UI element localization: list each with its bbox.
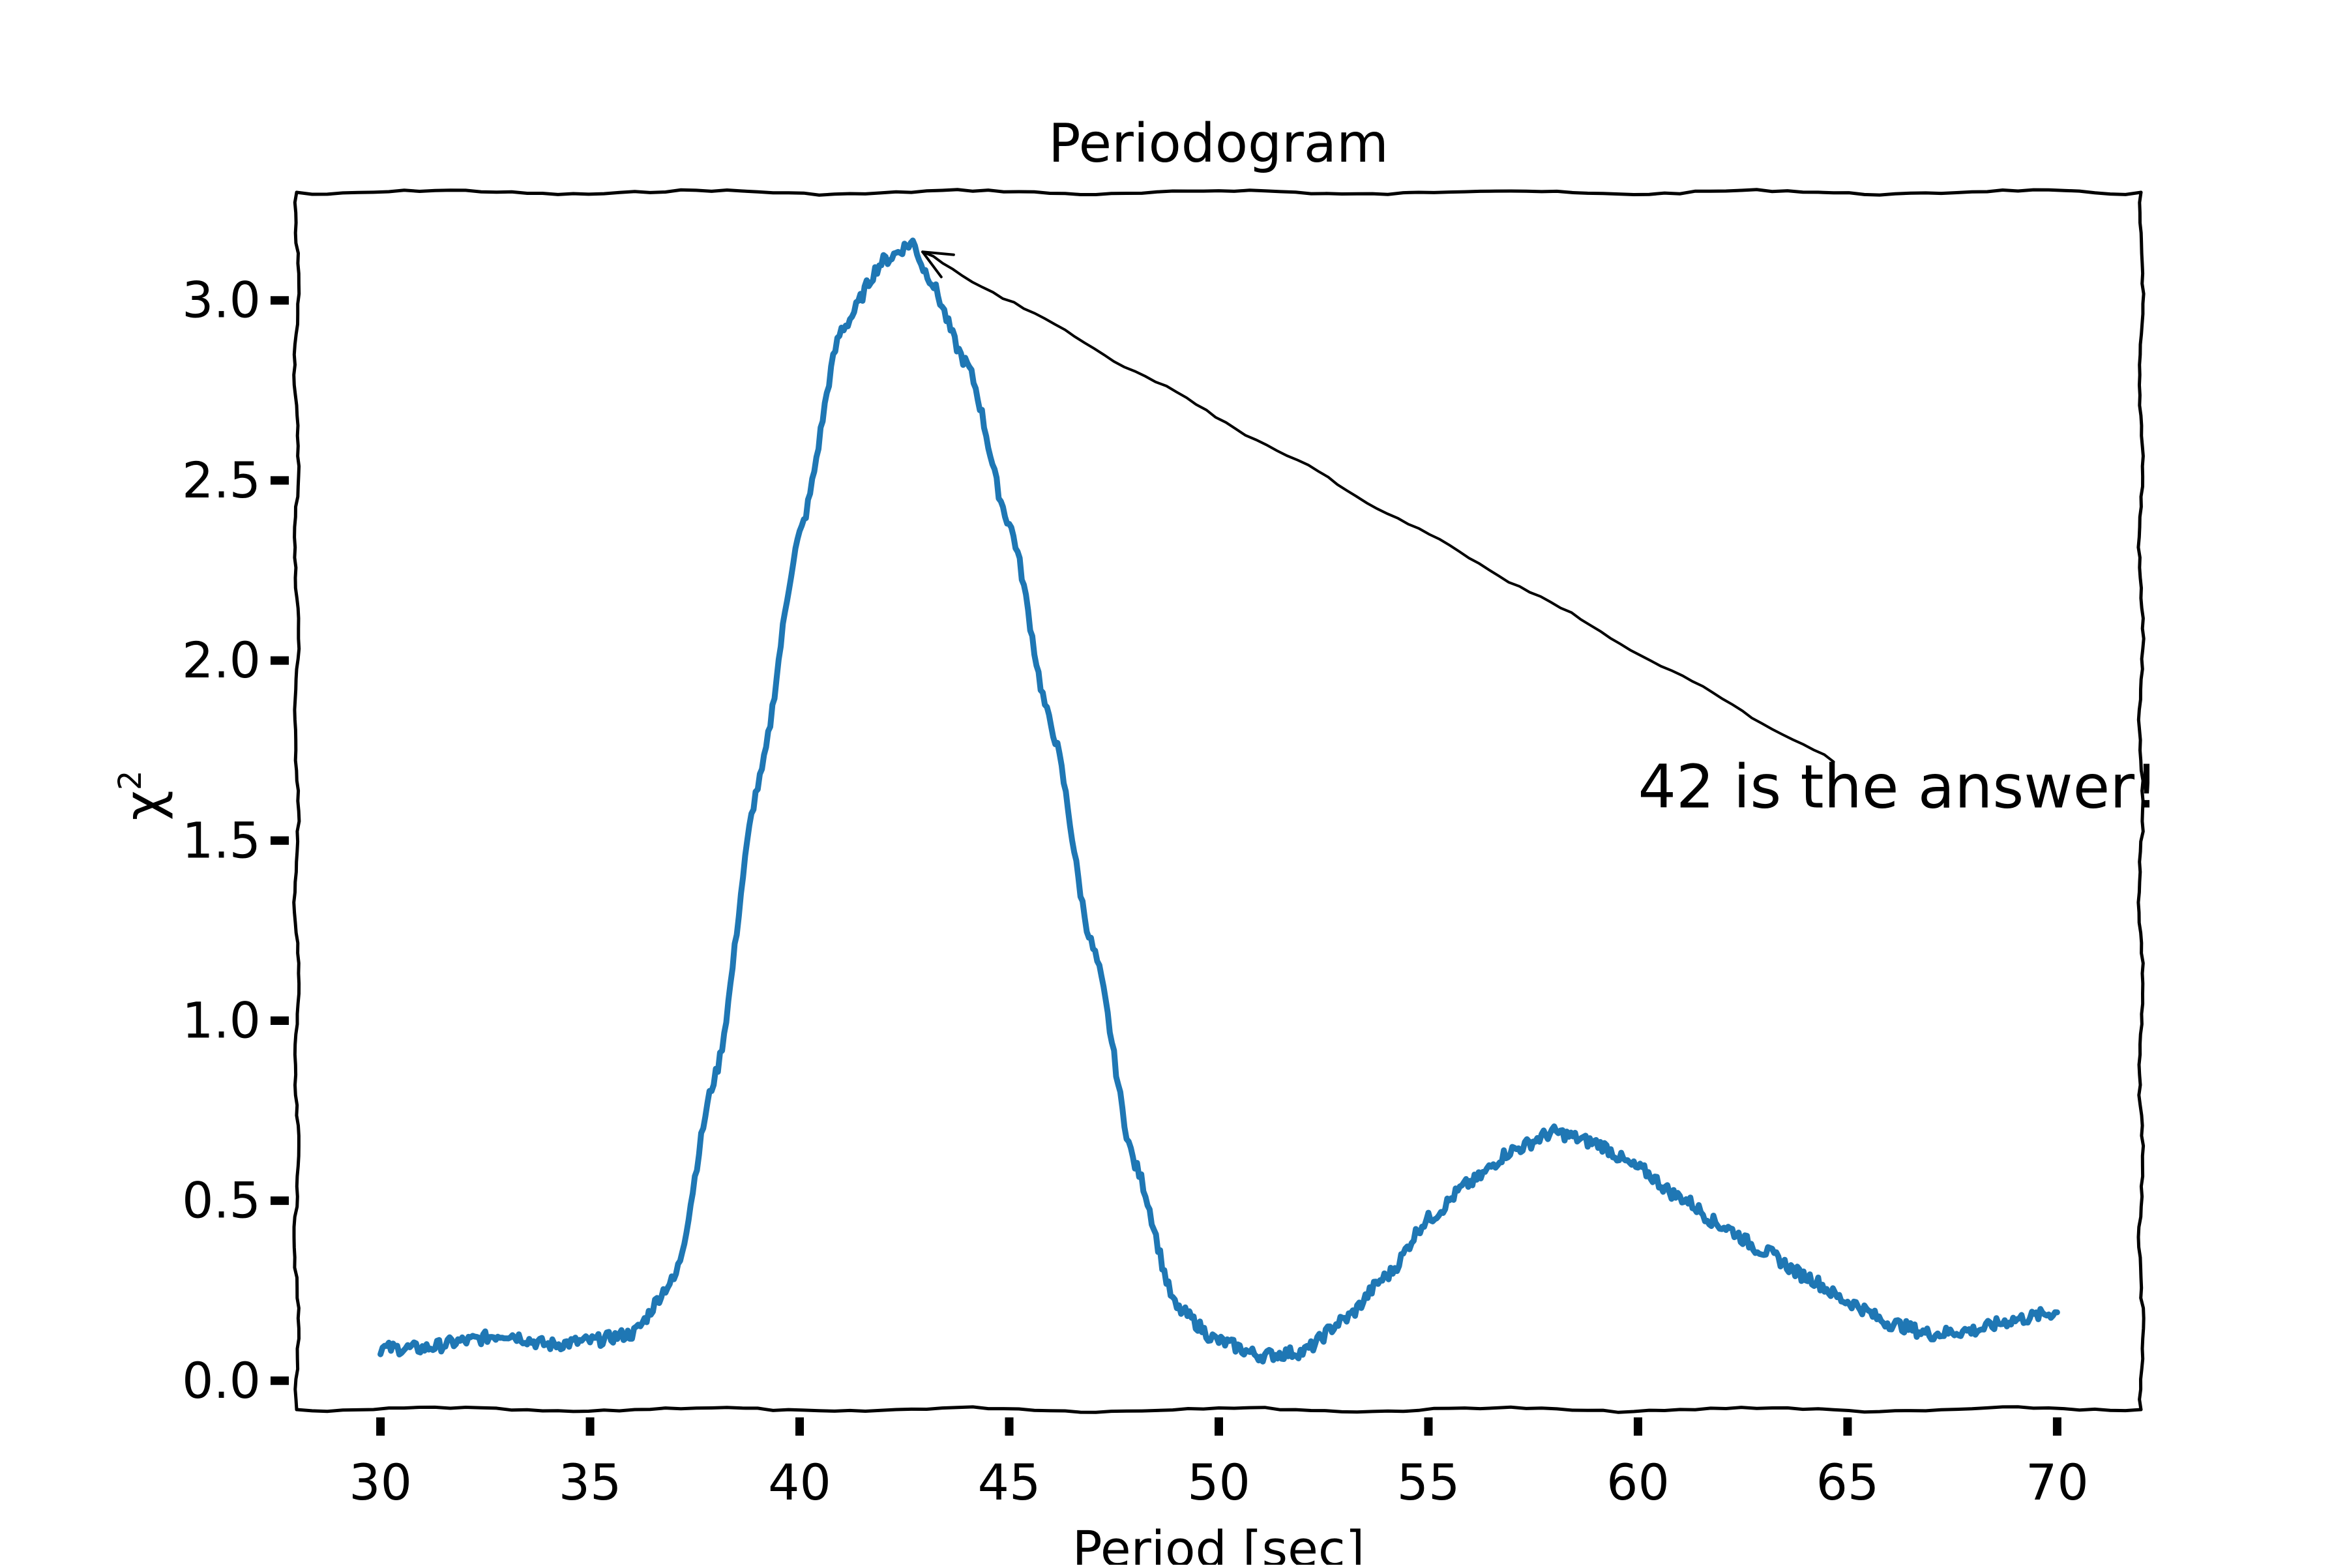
y-tick-label: 2.5 <box>182 451 261 509</box>
axis-ticks: 30 35 40 45 50 55 60 65 70 0.0 0.5 1.0 1.5 2.0 2.5 3.0 <box>182 271 2089 1511</box>
y-tick-label: 1.0 <box>182 991 261 1049</box>
y-tick-label: 0.0 <box>182 1352 261 1410</box>
x-tick-label: 55 <box>1397 1453 1460 1511</box>
y-axis-label: χ2 <box>112 771 174 821</box>
x-tick-label: 30 <box>349 1453 412 1511</box>
x-tick-label: 60 <box>1606 1453 1670 1511</box>
spine-left <box>292 190 301 1412</box>
x-tick-label: 40 <box>768 1453 831 1511</box>
x-tick-label: 50 <box>1187 1453 1250 1511</box>
y-tick-label: 2.0 <box>182 631 261 689</box>
y-axis-label-superscript: 2 <box>112 771 149 791</box>
chart-title: Periodogram <box>1048 113 1389 175</box>
annotation-layer: 42 is the answer! <box>921 250 2159 821</box>
spine-right <box>2136 190 2146 1412</box>
x-tick-label: 35 <box>559 1453 622 1511</box>
spine-top <box>295 188 2143 197</box>
series-layer <box>377 237 2060 1365</box>
annotation-arrowhead <box>921 250 955 278</box>
annotation-text: 42 is the answer! <box>1638 752 2158 821</box>
y-axis-label-symbol: χ <box>113 790 174 820</box>
plot-frame <box>292 188 2146 1414</box>
annotation-arrow-line <box>921 250 1835 763</box>
x-tick-label: 45 <box>978 1453 1041 1511</box>
spine-bottom <box>295 1405 2143 1414</box>
series-line <box>377 237 2060 1365</box>
x-axis-label: Period [sec] <box>1072 1520 1365 1565</box>
y-tick-label: 3.0 <box>182 271 261 329</box>
x-tick-label: 70 <box>2026 1453 2089 1511</box>
x-tick-label: 65 <box>1816 1453 1880 1511</box>
y-tick-label: 0.5 <box>182 1172 261 1230</box>
y-tick-label: 1.5 <box>182 811 261 869</box>
